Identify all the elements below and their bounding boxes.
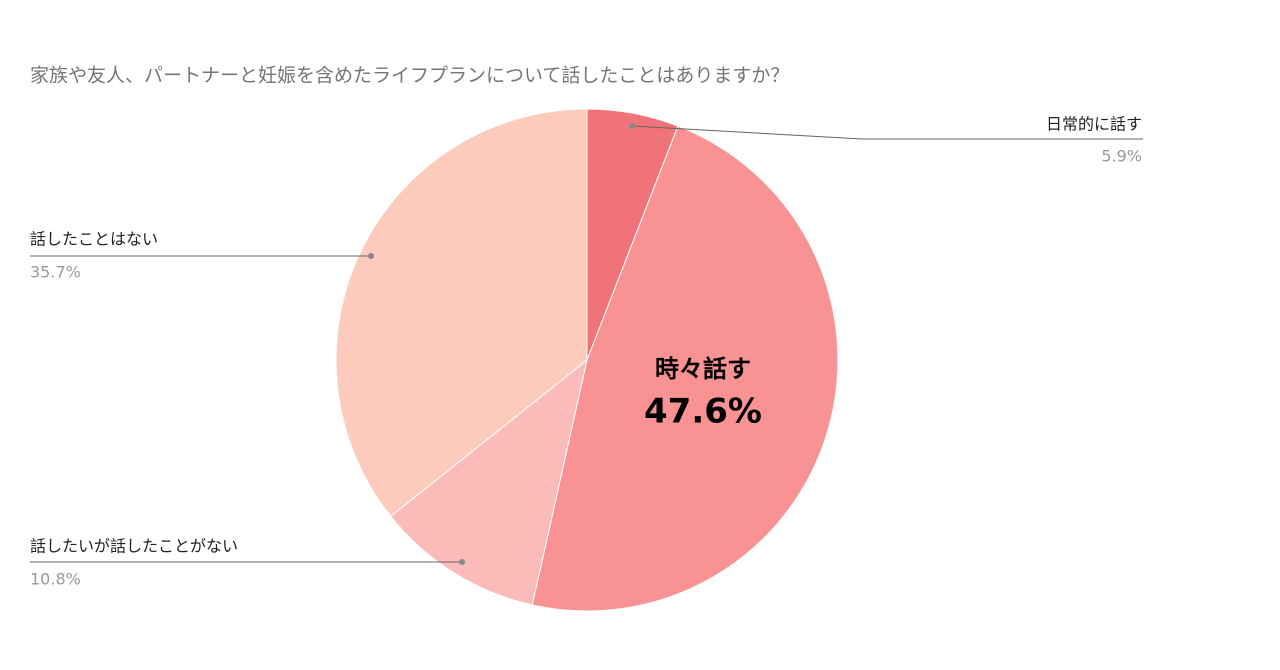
value-label: 35.7% xyxy=(30,263,81,282)
value-label: 5.9% xyxy=(1101,147,1142,166)
slice-label: 時々話す xyxy=(655,355,751,383)
pie-slice xyxy=(531,125,839,612)
slice-label: 日常的に話す xyxy=(1046,115,1142,134)
leader-dot xyxy=(629,123,635,129)
chart-title: 家族や友人、パートナーと妊娠を含めたライフプランについて話したことはありますか？ xyxy=(30,65,789,87)
pie-slice xyxy=(389,358,588,606)
slice-label: 話したいが話したことがない xyxy=(30,537,238,556)
leader-line xyxy=(631,125,1143,140)
pie-slice xyxy=(335,108,588,518)
leader-dot xyxy=(368,253,374,259)
value-label: 47.6% xyxy=(644,392,762,432)
value-label: 10.8% xyxy=(30,570,81,589)
leader-dot xyxy=(459,559,465,565)
slice-label: 話したことはない xyxy=(30,230,158,249)
